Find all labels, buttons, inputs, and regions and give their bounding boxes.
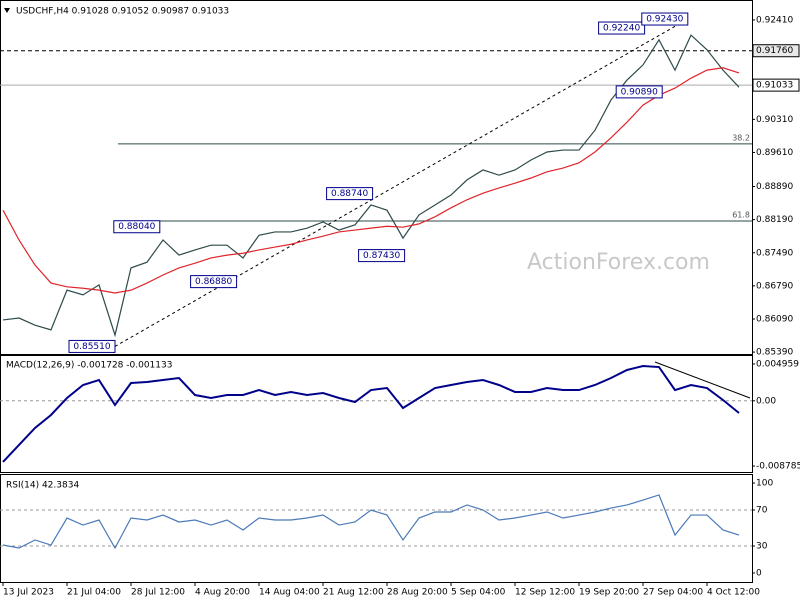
y-tick-label: 0.004959 [756, 360, 799, 370]
price-header: USDCHF,H4 0.91028 0.91052 0.90987 0.9103… [16, 7, 229, 17]
y-tick-label: 0.00 [756, 396, 776, 406]
y-tick-label: 0.88890 [756, 182, 793, 192]
annotation-box [615, 85, 663, 99]
annotation-label: 0.85510 [73, 342, 110, 352]
annotation-box [326, 187, 374, 201]
y-tick-label: 100 [756, 479, 773, 489]
x-tick-label: 19 Sep 20:00 [579, 588, 639, 598]
x-tick-label: 28 Aug 20:00 [387, 588, 448, 598]
annotation-label: 0.92240 [603, 24, 640, 34]
x-tick-label: 13 Jul 2023 [3, 588, 54, 598]
annotation-label: 0.88740 [331, 189, 368, 199]
annotation-box [68, 339, 116, 353]
annotation-box [598, 21, 646, 35]
fib-label: 38.2 [732, 133, 750, 142]
y-tick-label: 70 [756, 506, 768, 516]
price-level-label: 0.91033 [756, 81, 793, 91]
series-line [2, 494, 740, 550]
x-tick-label: 4 Aug 20:00 [195, 588, 250, 598]
watermark: ActionForex.com [527, 250, 710, 275]
x-tick-label: 28 Jul 12:00 [131, 588, 185, 598]
y-tick-label: 0.90310 [756, 115, 793, 125]
y-tick-label: 0.87490 [756, 248, 793, 258]
annotation-label: 0.90890 [621, 87, 658, 97]
x-tick-label: 12 Sep 12:00 [515, 588, 575, 598]
x-tick-label: 21 Aug 12:00 [323, 588, 384, 598]
x-tick-label: 21 Jul 04:00 [67, 588, 121, 598]
series-line [2, 67, 740, 294]
y-tick-label: 0.89610 [756, 148, 793, 158]
annotation-box [113, 220, 161, 234]
trend-line [114, 18, 689, 347]
rsi-header: RSI(14) 42.3834 [6, 481, 79, 491]
annotation-label: 0.92430 [646, 15, 683, 25]
series-line [2, 364, 740, 463]
annotation-label: 0.86880 [195, 277, 232, 287]
y-tick-label: 0 [756, 569, 762, 579]
price-level-label: 0.91760 [756, 46, 793, 56]
x-tick-label: 5 Sep 04:00 [451, 588, 506, 598]
y-tick-label: 0.86090 [756, 314, 793, 324]
x-tick-label: 14 Aug 04:00 [259, 588, 320, 598]
fib-label: 61.8 [732, 211, 750, 220]
y-tick-label: 30 [756, 542, 768, 552]
macd-header: MACD(12,26,9) -0.001728 -0.001133 [6, 361, 172, 371]
annotation-label: 0.87430 [363, 251, 400, 261]
price-level-box [752, 78, 800, 92]
annotation-box [190, 275, 238, 289]
annotation-box [641, 12, 689, 26]
x-tick-label: 4 Oct 12:00 [707, 588, 760, 598]
annotation-box [358, 249, 406, 263]
macd-trend-line [654, 361, 751, 399]
y-tick-label: 0.85390 [756, 348, 793, 358]
macd-panel [0, 355, 753, 473]
y-tick-label: -0.008785 [756, 462, 800, 472]
price-panel [0, 0, 753, 355]
price-level-box [752, 44, 800, 58]
y-tick-label: 0.88190 [756, 215, 793, 225]
y-tick-label: 0.86790 [756, 281, 793, 291]
y-tick-label: 0.92410 [756, 15, 793, 25]
annotation-label: 0.88040 [118, 222, 155, 232]
rsi-panel [0, 474, 753, 583]
collapse-icon [4, 8, 10, 13]
x-tick-label: 27 Sep 04:00 [643, 588, 703, 598]
